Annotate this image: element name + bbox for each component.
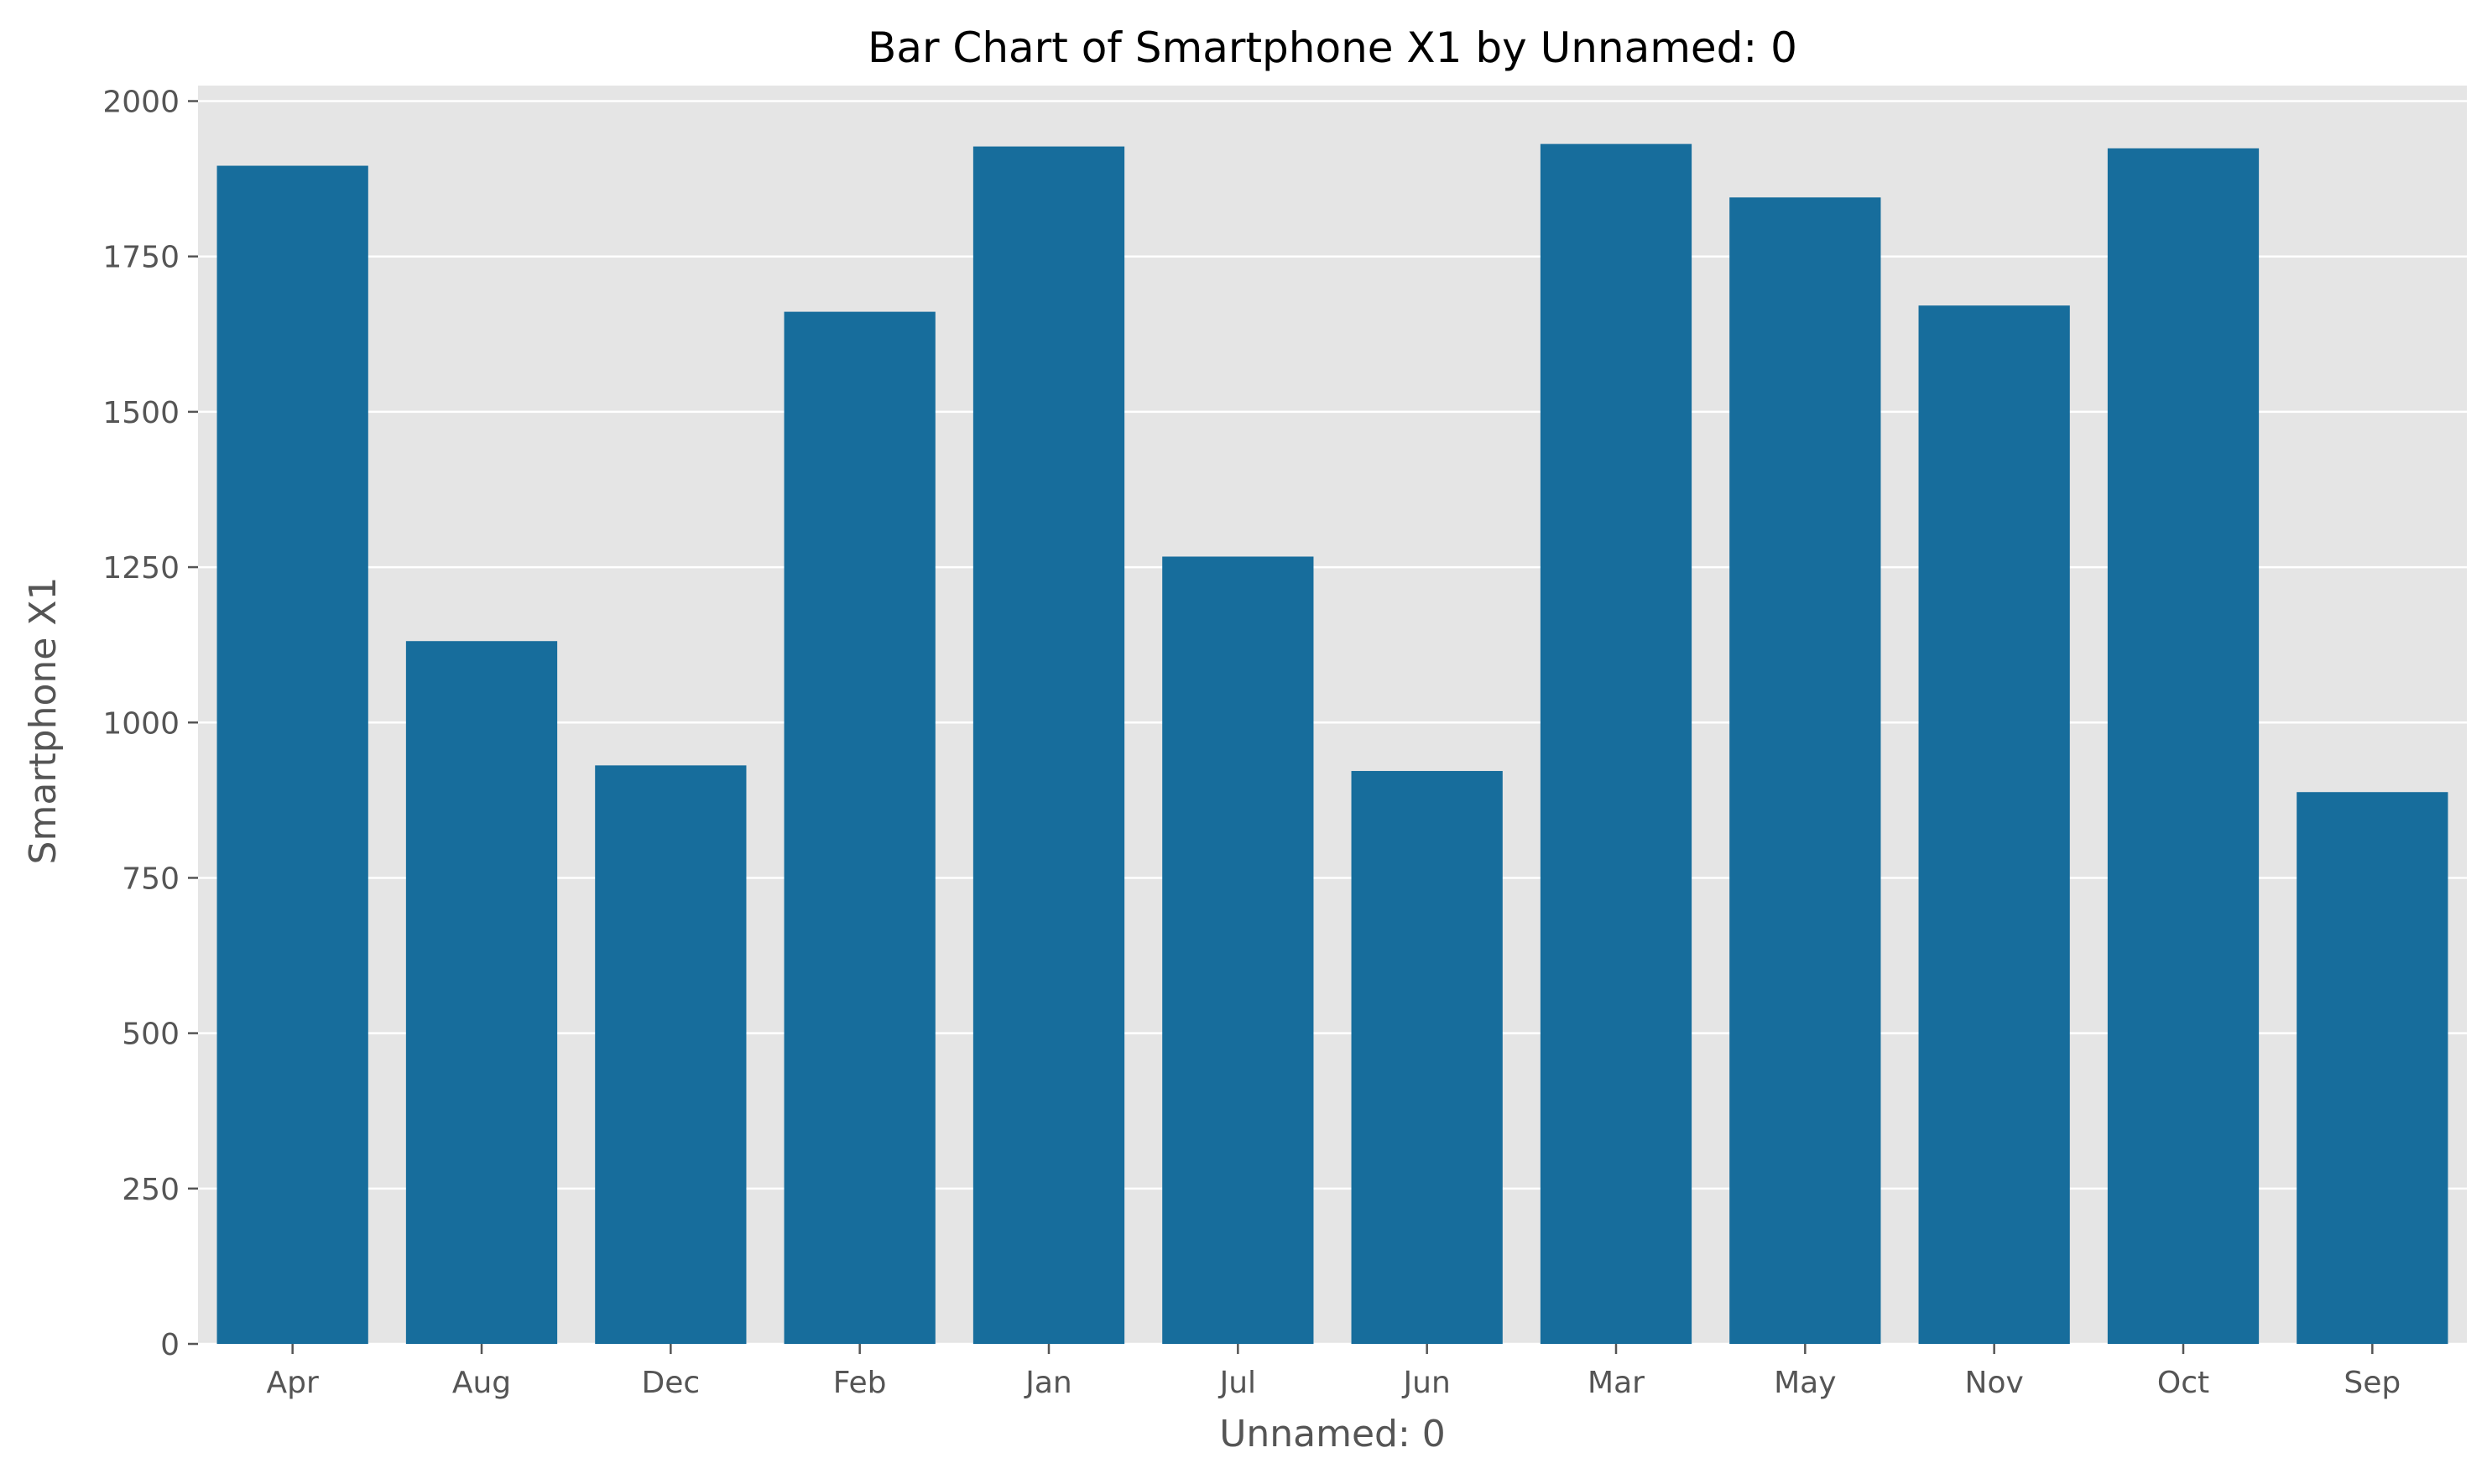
bar-mar <box>1540 143 1692 1344</box>
y-tick-label: 1000 <box>102 706 180 741</box>
bar-oct <box>2107 148 2260 1344</box>
bar-dec <box>595 765 747 1344</box>
x-tick-label: Jun <box>1402 1366 1451 1400</box>
y-axis-ticks: 0 250 500 750 1000 1250 1500 1750 2000 <box>102 86 198 1362</box>
x-tick-label: Aug <box>452 1366 511 1400</box>
x-tick-label: Apr <box>267 1366 319 1400</box>
y-tick-label: 2000 <box>102 86 180 120</box>
y-axis-label: Smartphone X1 <box>22 577 65 865</box>
x-tick-label: Feb <box>833 1366 887 1400</box>
y-tick-label: 1250 <box>102 551 180 586</box>
plot-area <box>198 86 2467 1344</box>
x-tick-label: May <box>1774 1366 1836 1400</box>
x-tick-label: Jul <box>1218 1366 1256 1400</box>
x-tick-label: Dec <box>641 1366 700 1400</box>
bar-sep <box>2297 792 2448 1344</box>
x-tick-label: Mar <box>1588 1366 1645 1400</box>
x-tick-label: Oct <box>2157 1366 2209 1400</box>
y-tick-label: 1750 <box>102 241 180 275</box>
x-tick-label: Jan <box>1024 1366 1072 1400</box>
y-tick-label: 750 <box>122 862 180 896</box>
chart-title: Bar Chart of Smartphone X1 by Unnamed: 0 <box>868 23 1797 72</box>
bar-aug <box>405 641 558 1344</box>
bar-jul <box>1162 556 1314 1344</box>
bar-jun <box>1351 771 1503 1344</box>
x-axis-label: Unnamed: 0 <box>1219 1413 1446 1455</box>
bar-may <box>1729 197 1881 1344</box>
x-tick-label: Nov <box>1965 1366 2024 1400</box>
x-tick-label: Sep <box>2344 1366 2401 1400</box>
y-tick-label: 1500 <box>102 396 180 430</box>
bar-jan <box>972 146 1125 1345</box>
bars <box>216 143 2448 1345</box>
x-axis-ticks: Apr Aug Dec Feb Jan Jul Jun Mar May Nov Oct Sep <box>267 1344 2401 1400</box>
grid-lines <box>198 100 2467 1346</box>
bar-nov <box>1918 305 2070 1345</box>
bar-feb <box>784 311 936 1344</box>
y-tick-label: 250 <box>122 1173 180 1207</box>
y-tick-label: 500 <box>122 1018 180 1052</box>
bar-apr <box>216 165 368 1345</box>
y-tick-label: 0 <box>160 1328 180 1362</box>
